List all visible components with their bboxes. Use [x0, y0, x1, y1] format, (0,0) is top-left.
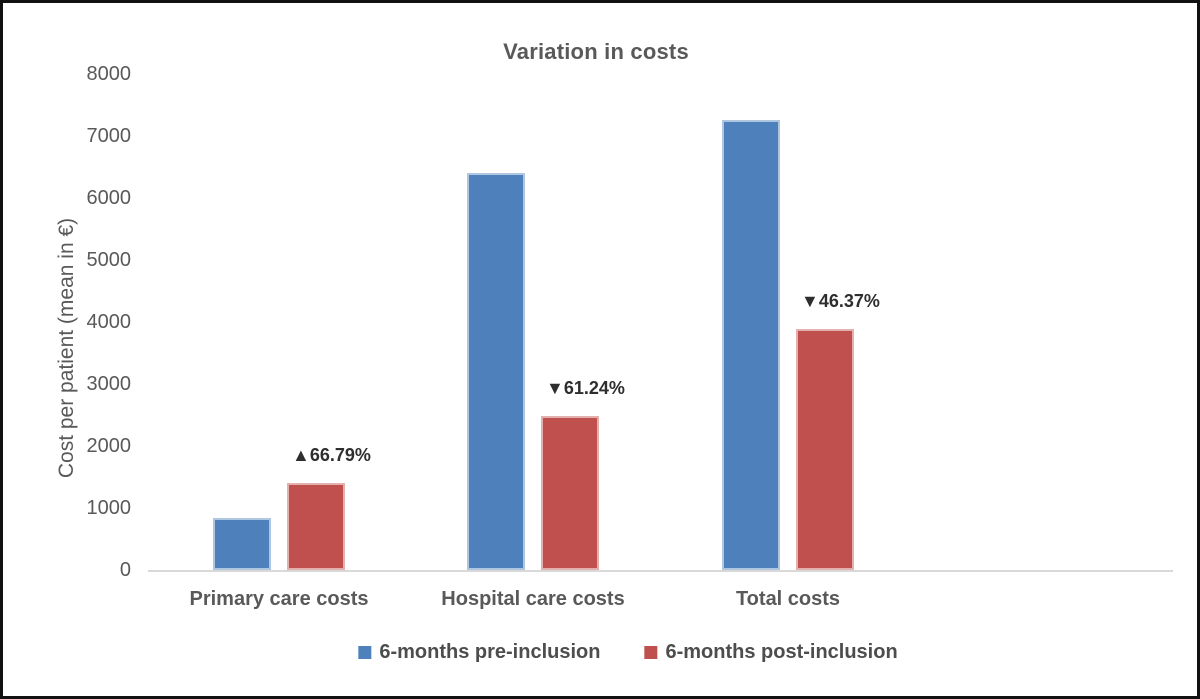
- annotation-total-costs: ▼46.37%: [801, 291, 880, 311]
- legend-item-6-months-post-inclusion: 6-months post-inclusion: [644, 641, 898, 664]
- bar-6-months-post-inclusion-total-costs: [796, 329, 854, 570]
- y-tick-label-7000: 7000: [86, 125, 132, 147]
- y-tick-label-1000: 1000: [86, 497, 132, 519]
- legend-swatch-6-months-post-inclusion: [644, 646, 658, 659]
- chart-title: Variation in costs: [503, 39, 689, 64]
- bar-6-months-pre-inclusion-primary-care-costs: [213, 518, 271, 570]
- x-axis-label-primary-care-costs: Primary care costs: [189, 588, 369, 610]
- legend-label-6-months-post-inclusion: 6-months post-inclusion: [665, 641, 898, 663]
- legend-item-6-months-pre-inclusion: 6-months pre-inclusion: [358, 641, 600, 664]
- y-tick-label-8000: 8000: [86, 63, 132, 85]
- y-tick-label-5000: 5000: [86, 249, 132, 271]
- annotation-hospital-care-costs: ▼61.24%: [546, 378, 625, 398]
- x-axis-line: [148, 570, 1173, 572]
- bar-6-months-post-inclusion-primary-care-costs: [287, 483, 345, 570]
- annotation-primary-care-costs: ▲66.79%: [292, 445, 371, 465]
- y-tick-label-0: 0: [119, 559, 131, 581]
- bar-6-months-pre-inclusion-hospital-care-costs: [467, 173, 525, 570]
- bar-6-months-pre-inclusion-total-costs: [722, 120, 780, 570]
- x-axis-label-total-costs: Total costs: [735, 588, 841, 610]
- legend-label-6-months-pre-inclusion: 6-months pre-inclusion: [379, 641, 601, 663]
- bar-6-months-post-inclusion-hospital-care-costs: [541, 416, 599, 570]
- x-axis-label-hospital-care-costs: Hospital care costs: [441, 588, 625, 610]
- y-tick-label-2000: 2000: [86, 435, 132, 457]
- y-tick-label-6000: 6000: [86, 187, 132, 209]
- legend: 6-months pre-inclusion 6-months post-incl…: [358, 641, 898, 664]
- chart-canvas: Variation in costs Cost per patient (mea…: [3, 3, 1197, 696]
- y-tick-label-3000: 3000: [86, 373, 132, 395]
- legend-swatch-6-months-pre-inclusion: [358, 646, 372, 659]
- y-tick-label-4000: 4000: [86, 311, 132, 333]
